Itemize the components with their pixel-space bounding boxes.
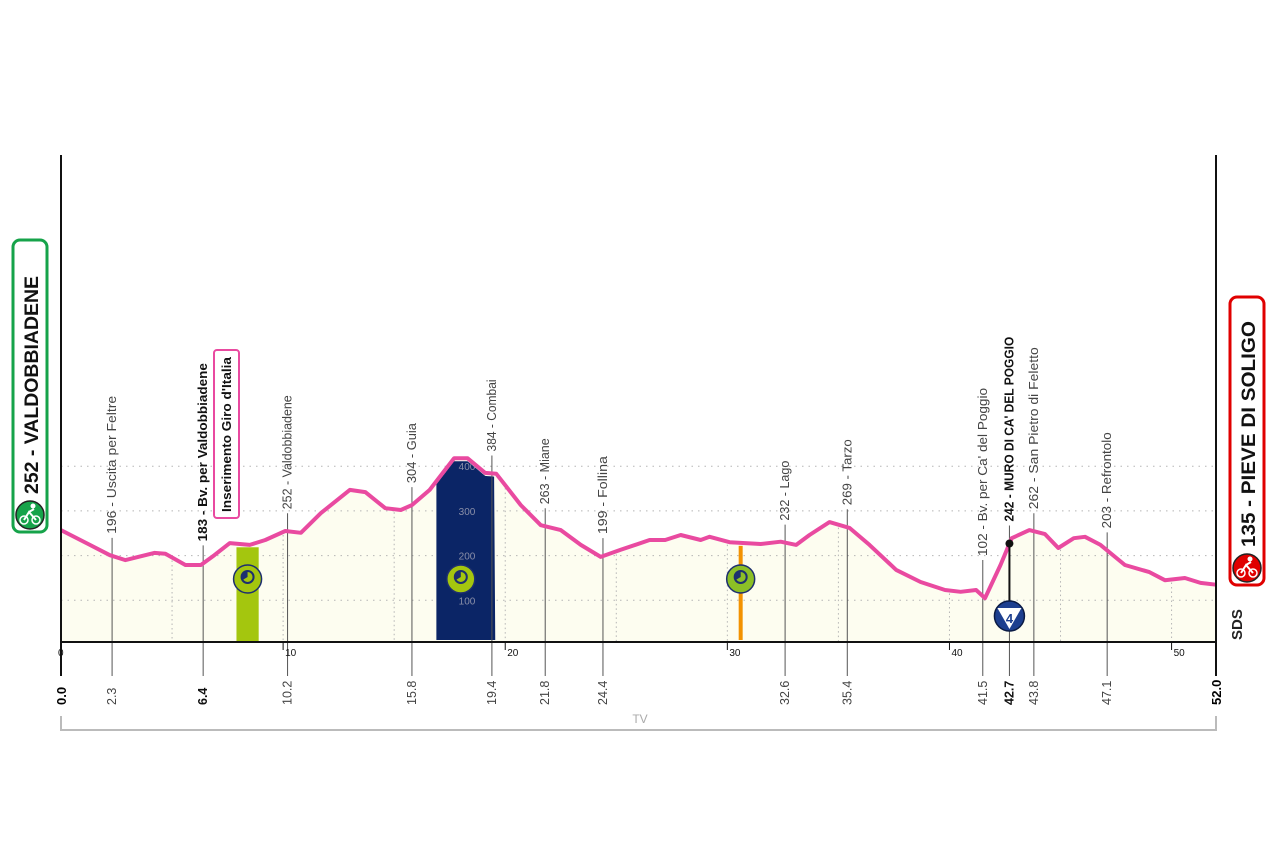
y-tick-label: 100 [459, 596, 476, 607]
y-tick-label: 200 [459, 552, 476, 563]
waypoint-label: 263 - Miane [538, 438, 552, 504]
waypoint-label: 199 - Follina [596, 456, 610, 534]
waypoint: 252 - Valdobbiadene 10.2 [281, 395, 295, 705]
x-tick-label: 10 [285, 648, 297, 659]
start-km-label: 0.0 [54, 687, 69, 705]
finish-km-label: 52.0 [1209, 680, 1224, 705]
stopwatch-start-icon [446, 564, 476, 594]
cyclist-icon-wheel [31, 515, 41, 525]
sds-logo: SDS [1229, 609, 1246, 640]
km-label: 43.8 [1027, 681, 1041, 705]
km-label: 21.8 [538, 681, 552, 705]
waypoint: 304 - Guia 15.8 [405, 423, 419, 705]
km-label: 19.4 [485, 681, 499, 705]
waypoint-label: 262 - San Pietro di Feletto [1027, 347, 1041, 509]
navy-band [436, 461, 496, 640]
cyclist-icon-wheel [19, 515, 29, 525]
x-tick-label: 20 [507, 648, 519, 659]
waypoint: 102 - Bv. per Ca' del Poggio 41.5 [976, 388, 990, 705]
waypoint: 269 - Tarzo 35.4 [840, 439, 854, 705]
waypoint-label: 196 - Uscita per Feltre [105, 396, 119, 534]
km-label: 2.3 [105, 688, 119, 705]
stopwatch-icon-glyph [734, 571, 741, 580]
cyclist-icon-head [1247, 556, 1253, 562]
cyclist-icon-body [23, 508, 37, 521]
waypoint-label: 269 - Tarzo [840, 439, 854, 505]
finish-box-frame [1228, 295, 1266, 587]
start-badge-icon-circle [232, 564, 263, 594]
waypoint: 384 - Combai 19.4 [485, 379, 499, 705]
cyclist-icon-wheel [1236, 568, 1246, 578]
km-label: 35.4 [840, 681, 854, 705]
stopwatch-icon-circle [725, 564, 756, 594]
annotation-box [213, 349, 240, 519]
start-box-label: 252 - VALDOBBIADENE [22, 276, 43, 494]
profile-line [60, 456, 1217, 601]
waypoint: 232 - Lago 32.6 [778, 461, 792, 705]
finish-box-label: 135 - PIEVE DI SOLIGO [1239, 321, 1260, 547]
km-label: 10.2 [281, 681, 295, 705]
waypoint-label: 183 - Bv. per Valdobbiadene [196, 363, 210, 541]
climb-summit-dot [1005, 539, 1014, 548]
waypoint-label: 304 - Guia [405, 423, 419, 483]
cyclist-icon-body [1240, 561, 1254, 574]
x-tick-label: 40 [951, 648, 963, 659]
km-label: 15.8 [405, 681, 419, 705]
km-label: 6.4 [196, 688, 210, 705]
waypoint-label: 252 - Valdobbiadene [281, 395, 295, 509]
km-label: 47.1 [1100, 681, 1114, 705]
cyclist-icon [15, 500, 45, 530]
climb-triangle-icon [997, 608, 1022, 629]
annotation-label: Inserimento Giro d'Italia [220, 356, 234, 512]
green-band [236, 547, 259, 642]
stopwatch-icon [725, 564, 756, 594]
waypoint: 242 - MURO DI CA' DEL POGGIO 42.7 [1002, 336, 1016, 705]
km-label: 24.4 [596, 681, 610, 705]
waypoint: 262 - San Pietro di Feletto 43.8 [1027, 347, 1041, 705]
province-bracket [60, 716, 1217, 731]
y-tick-label: 400 [459, 462, 476, 473]
y-tick-label: 300 [459, 507, 476, 518]
waypoint-label: 102 - Bv. per Ca' del Poggio [976, 388, 990, 556]
x-tick-label: 50 [1174, 648, 1186, 659]
province-label: TV [632, 712, 647, 726]
x-tick-label: 30 [729, 648, 741, 659]
waypoint-label: 203 - Refrontolo [1100, 432, 1114, 528]
waypoint-label: 232 - Lago [778, 461, 792, 521]
cyclist-icon-head [30, 503, 36, 509]
start-box: 252 - VALDOBBIADENE [11, 238, 49, 534]
waypoint-label: 384 - Combai [485, 379, 499, 451]
waypoint: 183 - Bv. per Valdobbiadene 6.4 [196, 363, 210, 705]
stopwatch-start-icon-circle [446, 564, 476, 594]
waypoint: 196 - Uscita per Feltre 2.3 [105, 396, 119, 705]
cyclist-icon [1232, 553, 1262, 583]
finish-box: 135 - PIEVE DI SOLIGO [1228, 295, 1266, 587]
start-badge-icon-glyph [241, 571, 248, 580]
cyclist-icon-wheel [1248, 568, 1258, 578]
km-label: 42.7 [1002, 681, 1016, 705]
start-badge-icon [232, 564, 263, 594]
x-tick-label: 0 [58, 648, 64, 659]
start-box-frame [11, 238, 49, 534]
km-label: 41.5 [976, 681, 990, 705]
waypoint: 263 - Miane 21.8 [538, 438, 552, 705]
stopwatch-start-icon-glyph [455, 571, 461, 580]
waypoint: 199 - Follina 24.4 [596, 456, 610, 705]
profile-area [61, 458, 1216, 642]
waypoint: 203 - Refrontolo 47.1 [1100, 432, 1114, 705]
waypoint-label: 242 - MURO DI CA' DEL POGGIO [1002, 336, 1016, 521]
km-label: 32.6 [778, 681, 792, 705]
climb-category-label: 4 [1006, 611, 1014, 626]
